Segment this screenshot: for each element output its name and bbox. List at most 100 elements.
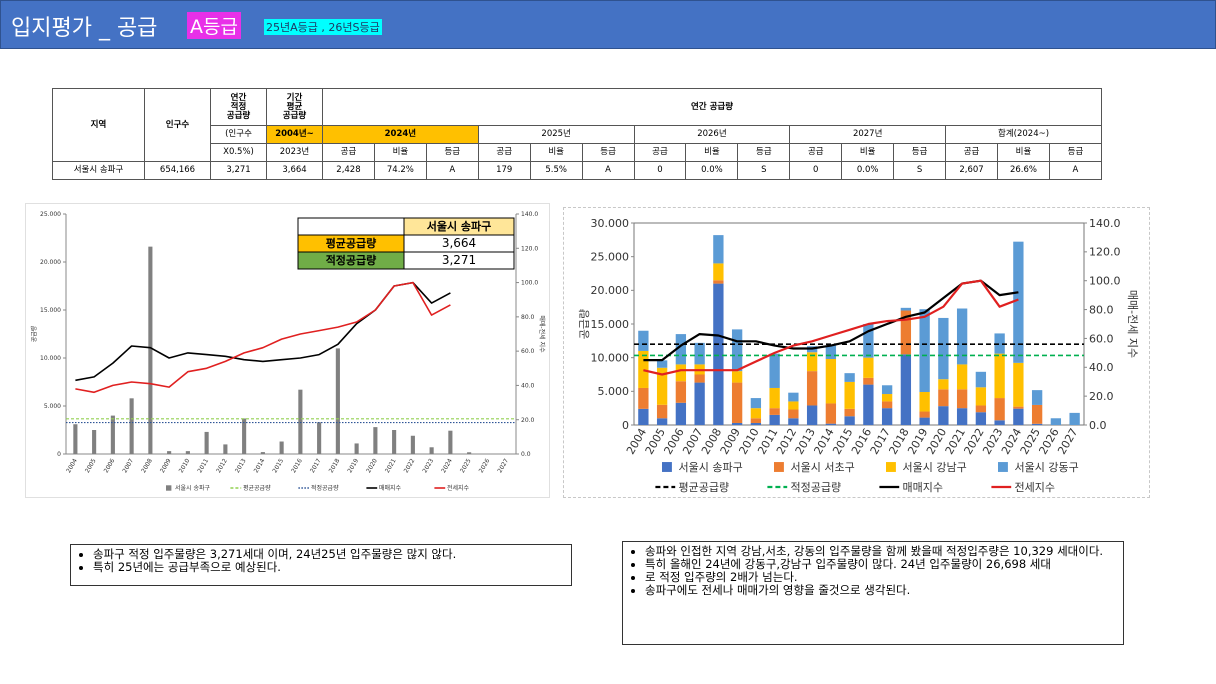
x-tick-label: 2010 xyxy=(178,457,192,474)
bar xyxy=(167,451,172,454)
table-header: 공급 xyxy=(633,143,687,162)
bar xyxy=(317,422,322,454)
y2-tick-label: 20.0 xyxy=(1089,390,1114,403)
bar xyxy=(825,345,837,360)
y2-tick-label: 140.0 xyxy=(1089,217,1121,230)
bar xyxy=(844,408,855,417)
table-header: 비율 xyxy=(841,143,895,162)
chart: 0 5.000 10.000 15.000 20.000 25.000 30.000 0.0 2… xyxy=(578,217,1139,494)
x-tick-label: 2013 xyxy=(234,457,248,474)
chart: 0 5.000 10.000 15.000 20.000 25.000 0.0 20.0 40.… xyxy=(31,211,546,492)
legend-swatch xyxy=(166,485,172,491)
legend-label: 매매지수 xyxy=(903,481,943,494)
legend-label: 매매지수 xyxy=(379,484,402,492)
bar xyxy=(919,417,930,425)
x-tick-label: 2026 xyxy=(478,457,492,474)
table-header: 비율 xyxy=(529,143,583,162)
bar xyxy=(638,408,649,425)
legend-label: 전세지수 xyxy=(447,484,470,492)
x-tick-label: 2006 xyxy=(103,457,117,474)
y2-tick-label: 140.0 xyxy=(521,211,538,218)
annotation-label: 평균공급량 xyxy=(326,236,377,250)
y2-tick-label: 80.0 xyxy=(521,314,535,321)
table-header: 등급 xyxy=(737,143,791,162)
table-cell: 5.5% xyxy=(529,161,583,180)
bar xyxy=(731,371,743,383)
bar xyxy=(335,348,340,454)
table-header: 공급 xyxy=(322,143,375,162)
bar xyxy=(467,452,472,454)
bar xyxy=(223,444,228,454)
x-tick-label: 2021 xyxy=(384,457,398,474)
y-tick-label: 15.000 xyxy=(40,307,61,314)
page-title: 입지평가 _ 공급 xyxy=(11,16,158,41)
bar xyxy=(769,414,780,425)
bar xyxy=(675,402,687,425)
y2-tick-label: 0.0 xyxy=(521,451,531,458)
bar xyxy=(656,404,668,419)
table-header: 등급 xyxy=(425,143,479,162)
y-tick-label: 30.000 xyxy=(591,217,630,230)
table-cell: 서울시 송파구 xyxy=(52,161,145,180)
bar xyxy=(713,283,724,425)
y-tick-label: 5.000 xyxy=(44,403,61,410)
table-cell: A xyxy=(1048,161,1103,180)
bar xyxy=(881,408,893,425)
table-header: 2026년 xyxy=(633,125,791,144)
bar xyxy=(298,389,303,454)
y-tick-label: 5.000 xyxy=(598,385,630,398)
y2-tick-label: 100.0 xyxy=(521,280,538,287)
bar xyxy=(863,377,874,385)
bar xyxy=(900,307,912,311)
table-header: 연간 적정 공급량 xyxy=(210,88,267,126)
y2-tick-label: 60.0 xyxy=(521,348,535,355)
x-tick-label: 2019 xyxy=(346,457,360,474)
bar xyxy=(354,443,359,454)
x-tick-label: 2008 xyxy=(140,457,154,474)
table-cell: 2,428 xyxy=(322,161,375,180)
legend-swatch xyxy=(774,462,784,472)
y-axis-title: 공급량 xyxy=(578,309,591,339)
bar xyxy=(694,382,705,425)
bar xyxy=(975,412,987,425)
bar xyxy=(938,379,949,390)
bar xyxy=(242,418,247,454)
table-header: 지역 xyxy=(52,88,145,162)
annotation-cell xyxy=(403,251,515,270)
bar xyxy=(1013,408,1024,425)
x-tick-label: 2027 xyxy=(496,457,510,474)
bar xyxy=(750,418,762,423)
bar xyxy=(788,401,799,410)
bar xyxy=(694,374,705,383)
bar xyxy=(731,329,743,372)
bar xyxy=(656,360,668,368)
bar xyxy=(938,317,949,380)
bar xyxy=(1031,390,1043,405)
legend-label: 서울시 송파구 xyxy=(679,461,743,474)
x-tick-label: 2020 xyxy=(365,457,379,474)
bar xyxy=(185,451,190,454)
bar xyxy=(806,352,818,372)
y2-tick-label: 0.0 xyxy=(1089,419,1107,432)
x-tick-label: 2005 xyxy=(84,457,98,474)
table-header: 공급 xyxy=(789,143,843,162)
y2-tick-label: 60.0 xyxy=(1089,332,1114,345)
bar xyxy=(92,430,97,454)
note-item: 로 적정 입주량의 2배가 넘는다. xyxy=(645,571,1123,584)
bar xyxy=(129,398,134,454)
x-tick-label: 2024 xyxy=(440,457,454,474)
bar xyxy=(844,416,855,425)
legend-label: 서울시 송파구 xyxy=(175,484,211,492)
y2-tick-label: 40.0 xyxy=(1089,361,1114,374)
bar xyxy=(788,392,799,402)
index-line xyxy=(75,281,451,382)
grade-note: 25년A등급 , 26년S등급 xyxy=(264,19,382,35)
legend-label: 전세지수 xyxy=(1015,481,1055,494)
table-header: 2024년 xyxy=(322,125,479,144)
x-tick-label: 2017 xyxy=(309,457,323,474)
x-tick-label: 2025 xyxy=(459,457,473,474)
bar xyxy=(769,387,780,409)
y-tick-label: 0 xyxy=(622,419,629,432)
bar xyxy=(656,367,668,405)
